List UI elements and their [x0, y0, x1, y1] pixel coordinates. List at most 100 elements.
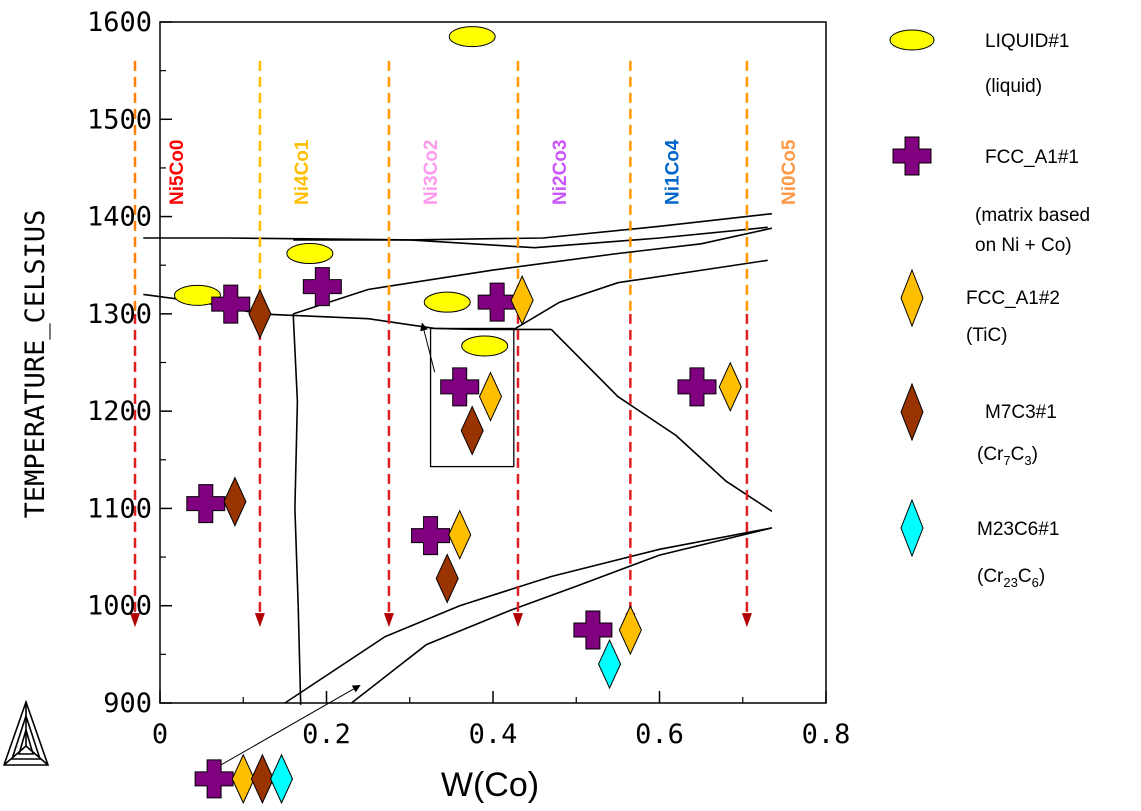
legend-fcc1-desc-line2: on Ni + Co) — [975, 235, 1072, 256]
y-tick-label-6: 1500 — [87, 104, 152, 135]
y-tick-label-0: 900 — [103, 688, 152, 719]
alloy-labels: Ni5Co0 Ni4Co1 Ni3Co2 Ni2Co3 Ni1Co4 Ni0Co5 — [167, 139, 800, 205]
x-tick-label-2: 0.4 — [469, 719, 518, 750]
alloy-label-ni5co0: Ni5Co0 — [167, 140, 188, 205]
phase-markers — [173, 26, 742, 805]
y-tick-label-2: 1100 — [87, 493, 152, 524]
phase-boundary-line-0 — [143, 212, 772, 241]
outside-marker-fcc1-0 — [194, 759, 234, 799]
alloy-label-ni3co2: Ni3Co2 — [421, 140, 442, 205]
axes: 900 1000 1100 1200 1300 1400 1500 1600 0 0.2 0.4 0.… — [87, 7, 850, 750]
phase-boundary-line-7 — [284, 527, 773, 704]
marker-m7c3-16 — [223, 476, 247, 527]
legend-m23c6-desc-sub1: 23 — [1003, 575, 1017, 590]
alloy-label-ni0co5: Ni0Co5 — [779, 139, 800, 205]
legend-m7c3-desc-sub1: 7 — [1003, 453, 1010, 468]
y-axis-title: TEMPERATURE_CELSIUS — [20, 210, 51, 519]
inset-box — [429, 327, 515, 468]
phase-boundary-line-2 — [292, 227, 773, 315]
y-tick-label-4: 1300 — [87, 299, 152, 330]
legend-m7c3-marker — [900, 382, 924, 442]
y-tick-label-5: 1400 — [87, 202, 152, 233]
marker-fcc1-13 — [677, 367, 717, 407]
legend-m23c6-name: M23C6#1 — [977, 519, 1059, 540]
alloy-label-ni2co3: Ni2Co3 — [550, 140, 571, 205]
phase-boundary-line-8 — [351, 527, 773, 704]
callout-arrow-1 — [201, 684, 361, 777]
marker-liquid-6 — [423, 291, 471, 313]
y-tick-label-7: 1600 — [87, 7, 152, 38]
marker-fcc1-17 — [411, 516, 451, 556]
marker-fcc1-20 — [573, 610, 613, 650]
alloy-label-ni1co4: Ni1Co4 — [662, 139, 683, 205]
legend-fcc2-name: FCC_A1#2 — [966, 288, 1060, 309]
legend-fcc2-desc: (TiC) — [966, 325, 1008, 346]
legend-m23c6-desc-sub2: 6 — [1032, 575, 1039, 590]
marker-m7c3-19 — [435, 553, 459, 604]
legend: LIQUID#1 (liquid) FCC_A1#1 (matrix based… — [889, 29, 1090, 590]
outside-marker-m7c3-2 — [250, 753, 274, 805]
outside-marker-fcc2-1 — [231, 753, 255, 805]
outside-marker-m23c6-3 — [269, 753, 294, 805]
x-tick-label-0: 0 — [152, 719, 168, 750]
x-tick-label-3: 0.6 — [635, 719, 684, 750]
legend-liquid-desc: (liquid) — [985, 76, 1042, 97]
x-tick-label-1: 0.2 — [302, 719, 351, 750]
x-tick-label-4: 0.8 — [802, 719, 851, 750]
marker-fcc2-14 — [718, 361, 742, 413]
legend-fcc1-marker — [892, 136, 932, 176]
legend-item-liquid: LIQUID#1 (liquid) — [889, 29, 1069, 97]
marker-liquid-4 — [286, 243, 334, 265]
marker-fcc2-8 — [510, 275, 534, 326]
legend-fcc1-name: FCC_A1#1 — [985, 147, 1079, 168]
legend-fcc1-desc-line1: (matrix based — [975, 205, 1090, 226]
legend-m7c3-desc-mid: C — [1011, 444, 1025, 465]
legend-liquid-name: LIQUID#1 — [985, 31, 1069, 52]
legend-m7c3-desc-main: (Cr — [977, 444, 1004, 465]
y-tick-label-3: 1200 — [87, 396, 152, 427]
legend-liquid-marker — [889, 29, 935, 51]
legend-m23c6-marker — [900, 498, 924, 558]
marker-fcc1-10 — [440, 367, 480, 407]
alloy-arrowhead-0 — [130, 613, 141, 628]
marker-m7c3-3 — [248, 288, 272, 340]
marker-m7c3-12 — [460, 405, 484, 456]
alloy-arrowhead-3 — [512, 613, 523, 628]
marker-fcc2-18 — [448, 509, 472, 560]
marker-liquid-1 — [173, 284, 221, 306]
phase-boundary-line-4 — [513, 259, 768, 331]
marker-liquid-9 — [461, 335, 509, 357]
alloy-arrowhead-5 — [741, 613, 752, 628]
marker-fcc1-2 — [211, 284, 251, 324]
legend-fcc2-marker — [900, 268, 924, 328]
marker-fcc1-7 — [477, 282, 517, 322]
alloy-label-ni4co1: Ni4Co1 — [292, 139, 313, 205]
legend-m7c3-desc-end: ) — [1032, 444, 1038, 465]
alloy-arrowhead-2 — [383, 613, 394, 628]
legend-m23c6-desc-mid: C — [1018, 566, 1032, 587]
marker-fcc2-21 — [618, 604, 642, 656]
callout-arrow-0 — [420, 322, 436, 373]
marker-fcc1-15 — [186, 484, 226, 524]
legend-m23c6-desc-main: (Cr — [977, 566, 1004, 587]
legend-m23c6-desc: (Cr23C6) — [977, 566, 1045, 590]
marker-liquid-0 — [448, 26, 496, 48]
marker-fcc1-5 — [302, 267, 342, 307]
x-axis-title: W(Co) — [441, 766, 539, 804]
legend-item-m7c3: M7C3#1 (Cr7C3) — [900, 382, 1057, 468]
phase-boundary-line-5 — [550, 328, 773, 512]
legend-item-fcc1: FCC_A1#1 (matrix based on Ni + Co) — [892, 136, 1090, 256]
phase-boundary-line-6 — [292, 313, 302, 705]
legend-m7c3-name: M7C3#1 — [985, 402, 1057, 423]
legend-item-m23c6: M23C6#1 (Cr23C6) — [900, 498, 1059, 590]
legend-m7c3-desc-sub2: 3 — [1024, 453, 1031, 468]
legend-m23c6-desc-end: ) — [1039, 566, 1045, 587]
y-tick-label-1: 1000 — [87, 591, 152, 622]
legend-m7c3-desc: (Cr7C3) — [977, 444, 1038, 468]
phase-boundary-line-1 — [293, 226, 768, 249]
marker-fcc2-11 — [478, 371, 503, 422]
alloy-arrowhead-1 — [254, 613, 265, 628]
marker-m23c6-22 — [597, 638, 622, 690]
thermo-calc-logo-icon — [2, 699, 50, 766]
